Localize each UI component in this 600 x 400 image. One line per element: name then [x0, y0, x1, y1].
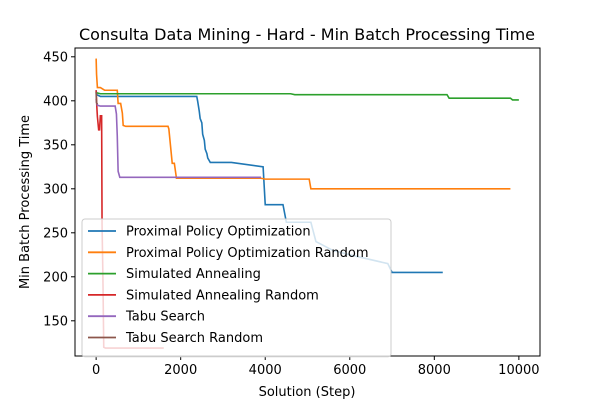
- x-tick-label-1: 2000: [164, 363, 197, 378]
- x-axis: 0 2000 4000 6000 8000 10000: [92, 356, 540, 378]
- series-line-5: [95, 91, 99, 105]
- y-tick-label-5: 400: [43, 94, 68, 109]
- y-tick-label-4: 350: [43, 138, 68, 153]
- legend-label-3: Simulated Annealing Random: [126, 288, 319, 303]
- y-axis-label: Min Batch Processing Time: [18, 115, 33, 289]
- y-tick-label-0: 150: [43, 314, 68, 329]
- series-line-4: [95, 98, 261, 179]
- y-axis: 150 200 250 300 350 400 450: [43, 50, 75, 329]
- chart-title: Consulta Data Mining - Hard - Min Batch …: [79, 25, 535, 44]
- legend-label-5: Tabu Search Random: [125, 331, 263, 346]
- y-tick-label-6: 450: [43, 50, 68, 65]
- legend-label-0: Proximal Policy Optimization: [126, 225, 311, 240]
- legend-label-4: Tabu Search: [125, 310, 205, 325]
- x-tick-label-4: 8000: [418, 363, 451, 378]
- x-tick-label-0: 0: [92, 363, 100, 378]
- x-tick-label-3: 6000: [333, 363, 366, 378]
- y-tick-label-2: 250: [43, 226, 68, 241]
- x-tick-label-5: 10000: [498, 363, 539, 378]
- x-axis-label: Solution (Step): [259, 385, 356, 400]
- series-line-2: [95, 91, 519, 101]
- series-line-1: [95, 58, 511, 190]
- y-tick-label-3: 300: [43, 182, 68, 197]
- legend-label-1: Proximal Policy Optimization Random: [126, 246, 369, 261]
- x-tick-label-2: 4000: [249, 363, 282, 378]
- legend-box: [81, 218, 392, 358]
- legend-label-2: Simulated Annealing: [126, 267, 261, 282]
- y-tick-label-1: 200: [43, 270, 68, 285]
- legend: Proximal Policy Optimization Proximal Pol…: [81, 218, 392, 358]
